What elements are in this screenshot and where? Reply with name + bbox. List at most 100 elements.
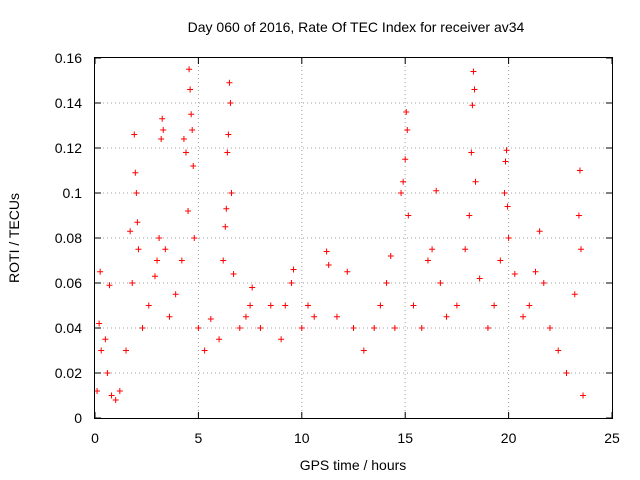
data-point bbox=[526, 302, 533, 309]
data-point bbox=[443, 313, 450, 320]
grid-lines bbox=[95, 58, 612, 418]
data-point bbox=[453, 302, 460, 309]
data-point bbox=[391, 325, 398, 331]
data-point bbox=[472, 178, 479, 185]
chart-title: Day 060 of 2016, Rate Of TEC Index for r… bbox=[188, 19, 525, 35]
data-point bbox=[228, 190, 235, 196]
data-point bbox=[437, 280, 444, 286]
data-point bbox=[106, 282, 113, 289]
data-point bbox=[504, 203, 511, 210]
data-point bbox=[563, 370, 570, 376]
data-point bbox=[201, 347, 208, 354]
data-point bbox=[311, 313, 318, 320]
y-tick-label: 0 bbox=[74, 410, 82, 426]
data-point bbox=[172, 291, 179, 298]
data-point bbox=[97, 268, 104, 275]
data-point bbox=[404, 127, 411, 133]
axis-ticks bbox=[94, 57, 613, 419]
data-point bbox=[305, 302, 312, 309]
data-point bbox=[94, 388, 101, 394]
data-point bbox=[520, 313, 527, 320]
data-point bbox=[555, 347, 562, 354]
data-point bbox=[112, 397, 119, 403]
data-point bbox=[282, 302, 289, 309]
data-point bbox=[536, 228, 543, 235]
data-point bbox=[371, 325, 378, 331]
data-point bbox=[131, 131, 138, 138]
y-axis-label: ROTI / TECUs bbox=[6, 193, 22, 283]
data-point bbox=[377, 302, 384, 309]
data-point bbox=[575, 212, 582, 219]
data-point bbox=[267, 302, 274, 309]
data-point bbox=[159, 115, 166, 122]
data-point bbox=[469, 102, 476, 109]
x-tick-labels: 0 5 10 15 20 25 bbox=[91, 430, 620, 446]
data-point bbox=[220, 257, 227, 264]
data-point bbox=[400, 178, 407, 185]
data-point bbox=[190, 163, 197, 169]
data-point bbox=[502, 158, 509, 165]
data-point bbox=[242, 313, 249, 320]
data-point bbox=[236, 325, 243, 331]
y-tick-label: 0.1 bbox=[63, 185, 83, 201]
x-axis-label: GPS time / hours bbox=[300, 457, 407, 473]
data-point bbox=[156, 235, 163, 241]
data-point bbox=[108, 392, 115, 399]
data-point bbox=[187, 86, 194, 93]
data-point bbox=[418, 325, 425, 331]
data-point bbox=[178, 257, 185, 264]
data-point bbox=[298, 325, 305, 331]
x-tick-label: 20 bbox=[501, 430, 517, 446]
data-point bbox=[403, 109, 410, 115]
data-point bbox=[186, 66, 193, 73]
data-point bbox=[249, 284, 256, 291]
y-tick-label: 0.06 bbox=[55, 275, 82, 291]
data-point bbox=[188, 111, 195, 118]
data-point bbox=[387, 253, 394, 259]
data-point bbox=[580, 392, 587, 399]
data-point bbox=[182, 149, 189, 156]
data-point bbox=[350, 325, 357, 331]
x-tick-label: 0 bbox=[91, 430, 99, 446]
data-point bbox=[145, 302, 152, 309]
data-point bbox=[505, 235, 512, 241]
data-point bbox=[216, 336, 223, 343]
data-point bbox=[424, 257, 431, 264]
data-point bbox=[571, 291, 578, 298]
y-tick-labels: 0 0.02 0.04 0.06 0.08 0.1 0.12 0.14 0.16 bbox=[55, 50, 82, 426]
data-point bbox=[102, 336, 109, 343]
data-point bbox=[223, 205, 230, 212]
data-point bbox=[476, 275, 483, 282]
data-point bbox=[471, 86, 478, 93]
data-point bbox=[98, 347, 105, 354]
data-point bbox=[501, 190, 508, 196]
data-point bbox=[180, 136, 187, 142]
data-point bbox=[466, 212, 473, 219]
data-point bbox=[290, 266, 297, 273]
data-point bbox=[468, 149, 475, 156]
data-point bbox=[247, 302, 254, 309]
x-tick-label: 5 bbox=[195, 430, 203, 446]
y-tick-label: 0.02 bbox=[55, 365, 82, 381]
data-point bbox=[470, 68, 477, 75]
data-point bbox=[433, 187, 440, 194]
data-point bbox=[383, 280, 390, 286]
data-point bbox=[189, 127, 196, 133]
data-point bbox=[185, 208, 192, 214]
data-point bbox=[540, 280, 547, 286]
data-point bbox=[288, 280, 295, 286]
x-tick-label: 10 bbox=[294, 430, 310, 446]
data-point bbox=[278, 336, 285, 343]
data-point bbox=[225, 131, 232, 138]
data-point bbox=[576, 167, 583, 174]
data-point bbox=[134, 219, 141, 226]
y-tick-label: 0.14 bbox=[55, 95, 82, 111]
data-point bbox=[166, 313, 173, 320]
data-point bbox=[429, 246, 436, 253]
data-point bbox=[546, 325, 553, 331]
data-points bbox=[94, 66, 587, 403]
data-point bbox=[224, 149, 231, 156]
data-point bbox=[532, 268, 539, 275]
x-tick-label: 15 bbox=[397, 430, 413, 446]
